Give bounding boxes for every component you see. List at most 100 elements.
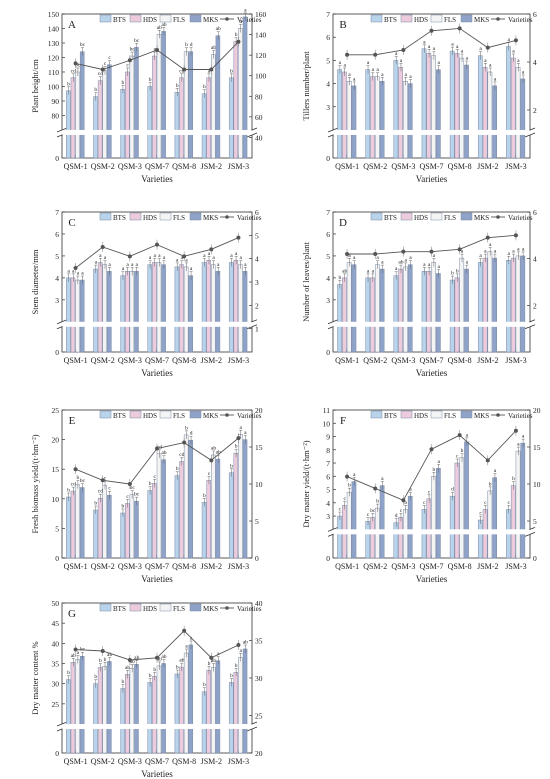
significance-label: a <box>339 60 342 66</box>
significance-label: a <box>163 255 166 261</box>
bar-hds <box>342 277 347 353</box>
y-tick-label: 35 <box>52 660 60 669</box>
y2-tick-label: 20 <box>255 749 263 758</box>
varieties-point <box>485 458 490 463</box>
bar-mks <box>161 663 166 754</box>
bar-hds <box>510 485 516 559</box>
varieties-point <box>345 252 350 256</box>
legend-swatch <box>430 212 443 221</box>
bar-mks <box>79 487 85 559</box>
significance-label: b <box>208 661 211 667</box>
y2-tick-label: 15 <box>533 443 541 452</box>
x-tick-label: JSM-2 <box>201 757 222 766</box>
significance-label: a <box>240 425 243 431</box>
bar-hds <box>426 53 432 159</box>
significance-label: ab <box>130 659 135 665</box>
significance-label: c <box>484 500 487 506</box>
legend-swatch <box>159 14 172 23</box>
bar-bts <box>421 271 427 353</box>
significance-label: b <box>203 682 206 688</box>
varieties-point <box>73 266 78 270</box>
x-axis-label: Varieties <box>141 769 173 779</box>
bar-fls <box>431 262 436 353</box>
significance-label: c <box>104 476 107 482</box>
bar-hds <box>398 517 404 559</box>
y-tick-label: 0 <box>326 554 330 563</box>
bar-hds <box>370 517 375 559</box>
bar-mks <box>520 255 526 353</box>
x-axis-label: Varieties <box>416 368 448 378</box>
significance-label: b <box>203 493 206 499</box>
x-tick-label: QSM-8 <box>172 757 196 766</box>
x-tick-label: QSM-7 <box>145 356 169 365</box>
bar-bts <box>393 275 399 353</box>
legend-swatch <box>370 212 383 221</box>
significance-label: ab <box>157 656 162 662</box>
x-tick-label: QSM-3 <box>118 757 142 766</box>
bar-mks <box>79 51 85 159</box>
varieties-point <box>127 254 132 259</box>
x-tick-label: JSM-2 <box>477 162 498 171</box>
x-tick-label: QSM-7 <box>145 562 169 571</box>
bar-mks <box>188 275 194 353</box>
significance-label: b <box>149 77 152 83</box>
x-tick-label: QSM-3 <box>391 356 415 365</box>
bar-bts <box>174 475 180 559</box>
bar-fls <box>374 264 380 353</box>
bar-bts <box>337 284 342 353</box>
significance-label: d <box>190 431 193 437</box>
y2-tick-label: 80 <box>255 92 263 101</box>
y2-tick-label: 40 <box>255 599 263 608</box>
significance-label: bc <box>130 485 136 491</box>
y-tick-label: 20 <box>52 436 60 445</box>
bar-mks <box>407 495 413 559</box>
bar-bts <box>120 512 125 559</box>
chart-panel-e: E 0 5 10 15 20 25 0 5 10 15 20 Fresh biomass yield/(… <box>30 406 263 584</box>
bar-fls <box>459 457 465 559</box>
y2-tick-label: 25 <box>255 712 263 721</box>
bar-fls <box>183 51 189 159</box>
y-tick-label: 15 <box>52 465 60 474</box>
bar-hds <box>70 662 76 754</box>
y2-tick-label: 60 <box>255 113 263 122</box>
varieties-point <box>127 658 132 662</box>
significance-label: a <box>136 262 139 268</box>
legend-swatch <box>370 14 383 23</box>
bar-hds <box>482 257 488 353</box>
x-axis-label: Varieties <box>141 174 173 184</box>
bar-hds <box>233 672 239 754</box>
legend: BTS HDS FLS MKS Varieties <box>99 212 262 222</box>
y2-tick-label: 15 <box>255 443 263 452</box>
significance-label: c <box>508 500 511 506</box>
bar-fls <box>459 57 465 159</box>
significance-label: a <box>381 260 384 266</box>
y2-tick-label: 6 <box>533 10 537 19</box>
significance-label: b <box>235 32 238 38</box>
significance-label: a <box>244 262 247 268</box>
significance-label: a <box>484 58 487 64</box>
x-tick-label: QSM-1 <box>64 356 88 365</box>
y-tick-label: 3 <box>326 296 330 305</box>
x-tick-label: QSM-2 <box>91 757 115 766</box>
y2-tick-label: 0 <box>533 554 537 563</box>
y-tick-label: 4 <box>326 274 330 283</box>
bar-bts <box>174 266 180 353</box>
varieties-point <box>513 428 518 433</box>
y-tick-label: 40 <box>52 639 60 648</box>
bar-mks <box>407 264 413 353</box>
bar-bts <box>506 46 511 159</box>
legend-swatch <box>189 410 202 419</box>
y-tick-label: 0 <box>55 154 59 163</box>
bar-fls <box>102 666 107 754</box>
y-tick-label: 5 <box>326 252 330 261</box>
significance-label: a <box>517 246 520 252</box>
bar-bts <box>66 277 71 353</box>
y2-tick-label: 4 <box>533 58 537 67</box>
significance-label: a <box>131 262 134 268</box>
bar-fls <box>403 81 408 159</box>
legend-label: MKS <box>203 605 218 613</box>
legend-swatch-marker <box>225 413 229 417</box>
significance-label: cd <box>71 68 76 74</box>
significance-label: a <box>217 262 220 268</box>
